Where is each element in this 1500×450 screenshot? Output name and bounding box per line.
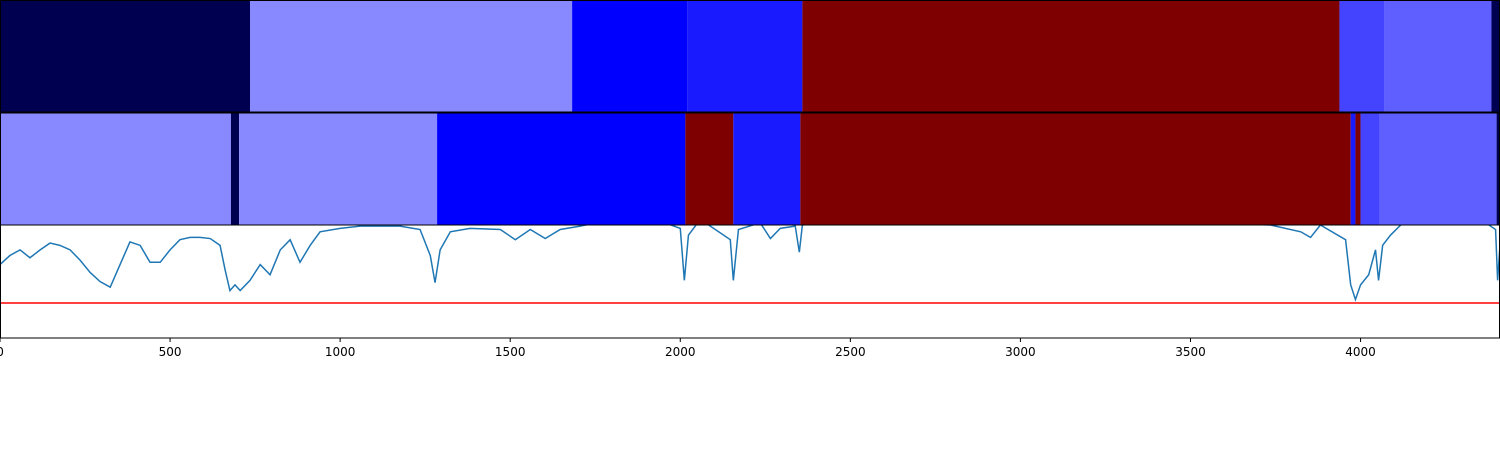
x-tick-label: 3500 <box>1175 345 1206 359</box>
x-tick-label: 0 <box>0 345 4 359</box>
segment <box>1339 0 1385 112</box>
segment <box>1491 0 1500 112</box>
segment <box>239 113 438 225</box>
segment <box>733 113 801 225</box>
x-tick-label: 2500 <box>835 345 866 359</box>
x-tick-label: 4000 <box>1345 345 1376 359</box>
panel-frame <box>0 224 1500 339</box>
x-tick-label: 3000 <box>1005 345 1036 359</box>
segment <box>0 113 231 225</box>
segment <box>802 0 1340 112</box>
segment <box>230 113 240 225</box>
segment <box>437 113 686 225</box>
line <box>0 225 1500 302</box>
segment <box>800 113 1351 225</box>
segment <box>685 113 734 225</box>
segment <box>1384 0 1492 112</box>
segment <box>1496 113 1500 225</box>
x-tick-label: 1500 <box>495 345 526 359</box>
segment <box>572 0 688 112</box>
segment <box>1350 113 1356 225</box>
segment <box>1360 113 1380 225</box>
segment <box>687 0 803 112</box>
segment <box>1379 113 1497 225</box>
x-tick-label: 1000 <box>325 345 356 359</box>
segment <box>250 0 573 112</box>
plot-area <box>0 225 1500 302</box>
segment <box>0 0 250 112</box>
x-tick-label: 500 <box>159 345 182 359</box>
x-tick-label: 2000 <box>665 345 696 359</box>
segment <box>1355 113 1361 225</box>
